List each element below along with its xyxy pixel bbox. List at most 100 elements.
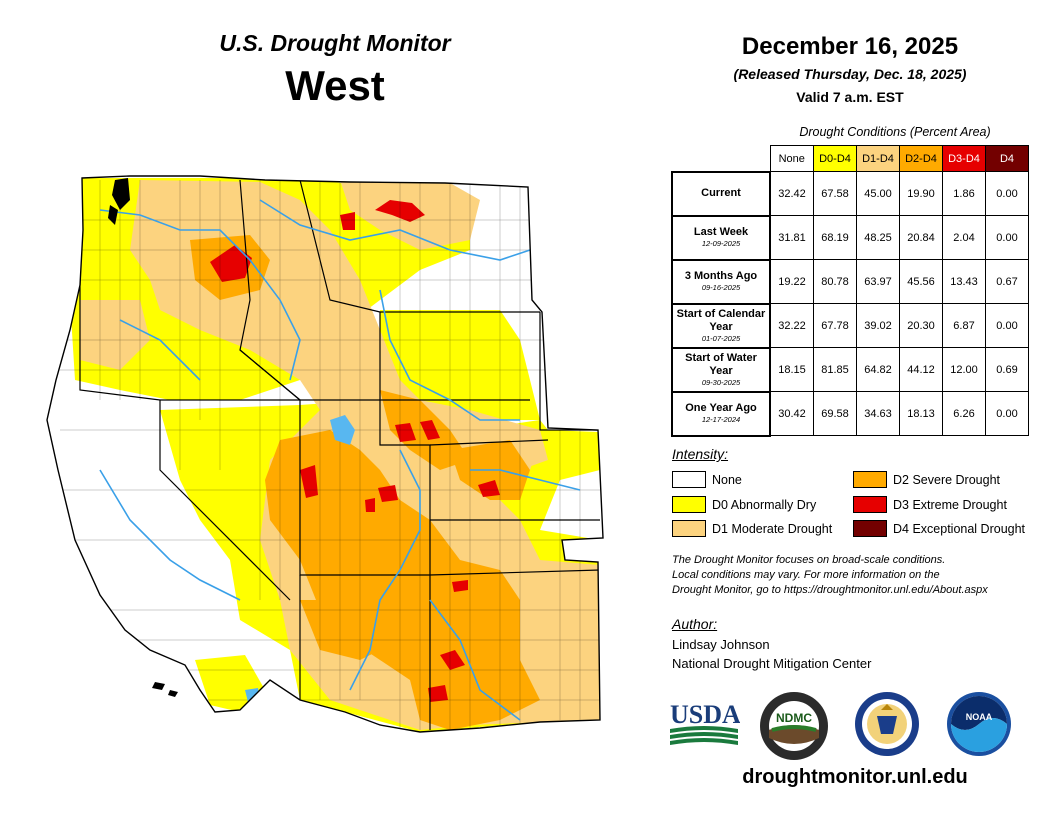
coastal-islands — [108, 178, 178, 697]
cell-value: 0.00 — [985, 391, 1029, 436]
map-date: December 16, 2025 — [741, 33, 959, 60]
note-line: The Drought Monitor focuses on broad-sca… — [672, 554, 946, 566]
drought-map — [46, 175, 604, 733]
legend-item-d4: D4 Exceptional Drought — [853, 520, 1025, 537]
row-label-text: Last Week — [693, 226, 749, 238]
author-title: Author: — [672, 616, 718, 632]
header-blank — [672, 145, 770, 172]
cell-value: 39.02 — [856, 303, 900, 348]
note-line: Local conditions may vary. For more info… — [672, 569, 940, 581]
legend-swatch-d3 — [853, 496, 887, 513]
cell-value: 18.15 — [769, 347, 814, 392]
row-date: 01-07-2025 — [701, 333, 741, 343]
author-org: National Drought Mitigation Center — [672, 656, 872, 671]
row-label-text: Start of Water Year — [685, 351, 757, 377]
column-header-d3: D3-D4 — [942, 145, 986, 172]
rivers — [99, 199, 581, 721]
cell-value: 18.13 — [899, 391, 943, 436]
note-line[interactable]: Drought Monitor, go to https://droughtmo… — [672, 584, 988, 596]
noaa-logo: NOAA — [947, 692, 1011, 756]
cell-value: 0.69 — [985, 347, 1029, 392]
cell-value: 0.00 — [985, 303, 1029, 348]
usda-logo-text: USDA — [670, 700, 740, 729]
author-name: Lindsay Johnson — [672, 637, 770, 652]
row-label: Current — [671, 170, 771, 217]
legend-label: D2 Severe Drought — [893, 472, 1001, 487]
legend-item-d0: D0 Abnormally Dry — [672, 496, 816, 513]
row-date: 09-30-2025 — [701, 377, 741, 387]
cell-value: 81.85 — [813, 347, 857, 392]
row-date: 09-16-2025 — [701, 283, 741, 292]
cell-value: 19.22 — [769, 259, 814, 304]
cell-value: 0.00 — [985, 171, 1029, 216]
cell-value: 31.81 — [769, 215, 814, 260]
row-date: 12-17-2024 — [701, 415, 741, 424]
cell-value: 34.63 — [856, 391, 900, 436]
row-label: Start of Calendar Year 01-07-2025 — [671, 302, 771, 349]
legend-label: D3 Extreme Drought — [893, 497, 1007, 512]
cell-value: 45.00 — [856, 171, 900, 216]
column-header-d4: D4 — [985, 145, 1029, 172]
cell-value: 67.58 — [813, 171, 857, 216]
doc-seal-logo — [855, 692, 919, 756]
valid-time: Valid 7 a.m. EST — [796, 89, 904, 105]
cell-value: 2.04 — [942, 215, 986, 260]
site-url-link[interactable]: droughtmonitor.unl.edu — [742, 766, 968, 788]
cell-value: 20.30 — [899, 303, 943, 348]
map-subtitle: U.S. Drought Monitor — [219, 30, 451, 56]
ndmc-logo-text: NDMC — [776, 711, 812, 725]
legend-item-d1: D1 Moderate Drought — [672, 520, 832, 537]
cell-value: 32.22 — [769, 303, 814, 348]
row-label-text: Current — [701, 187, 741, 199]
conditions-title: Drought Conditions (Percent Area) — [799, 125, 991, 139]
usda-logo: USDA — [670, 700, 740, 745]
legend-swatch-d0 — [672, 496, 706, 513]
cell-value: 0.67 — [985, 259, 1029, 304]
cell-value: 1.86 — [942, 171, 986, 216]
legend-swatch-d4 — [853, 520, 887, 537]
ndmc-logo: NDMC — [760, 692, 828, 760]
cell-value: 0.00 — [985, 215, 1029, 260]
cell-value: 67.78 — [813, 303, 857, 348]
cell-value: 32.42 — [769, 171, 814, 216]
cell-value: 6.87 — [942, 303, 986, 348]
legend-swatch-none — [672, 471, 706, 488]
legend-item-none: None — [672, 471, 742, 488]
legend-label: None — [712, 472, 742, 487]
cell-value: 45.56 — [899, 259, 943, 304]
legend-item-d3: D3 Extreme Drought — [853, 496, 1007, 513]
conditions-row: One Year Ago 12-17-2024 30.42 69.58 34.63 18.… — [671, 390, 1029, 437]
conditions-row: 3 Months Ago 09-16-2025 19.22 80.78 63.97 45.… — [671, 258, 1029, 305]
legend-swatch-d1 — [672, 520, 706, 537]
row-label-text: Start of Calendar Year — [676, 307, 766, 333]
drought-areas — [47, 176, 603, 732]
cell-value: 48.25 — [856, 215, 900, 260]
column-header-d1: D1-D4 — [856, 145, 900, 172]
cell-value: 68.19 — [813, 215, 857, 260]
legend-item-d2: D2 Severe Drought — [853, 471, 1000, 488]
county-borders — [60, 180, 600, 730]
cell-value: 69.58 — [813, 391, 857, 436]
row-label: Last Week 12-09-2025 — [671, 214, 771, 261]
release-date: (Released Thursday, Dec. 18, 2025) — [733, 66, 967, 82]
legend-label: D0 Abnormally Dry — [712, 497, 817, 512]
conditions-row: Current 32.42 67.58 45.00 19.90 1.86 0.00 — [671, 170, 1029, 217]
row-label: 3 Months Ago 09-16-2025 — [671, 258, 771, 305]
noaa-logo-text: NOAA — [966, 712, 993, 722]
cell-value: 44.12 — [899, 347, 943, 392]
conditions-row: Start of Calendar Year 01-07-2025 32.22 67.… — [671, 302, 1029, 349]
legend-label: D1 Moderate Drought — [712, 521, 833, 536]
row-label-text: One Year Ago — [685, 402, 757, 414]
row-label-text: 3 Months Ago — [684, 270, 758, 282]
intensity-title: Intensity: — [672, 446, 729, 462]
row-label: Start of Water Year 09-30-2025 — [671, 346, 771, 393]
conditions-table: None D0-D4 D1-D4 D2-D4 D3-D4 D4 Current 3… — [671, 145, 1029, 437]
row-label: One Year Ago 12-17-2024 — [671, 390, 771, 437]
cell-value: 13.43 — [942, 259, 986, 304]
legend-swatch-d2 — [853, 471, 887, 488]
cell-value: 30.42 — [769, 391, 814, 436]
conditions-header-row: None D0-D4 D1-D4 D2-D4 D3-D4 D4 — [672, 145, 1029, 172]
cell-value: 19.90 — [899, 171, 943, 216]
cell-value: 20.84 — [899, 215, 943, 260]
conditions-row: Last Week 12-09-2025 31.81 68.19 48.25 20.84 2… — [671, 214, 1029, 261]
